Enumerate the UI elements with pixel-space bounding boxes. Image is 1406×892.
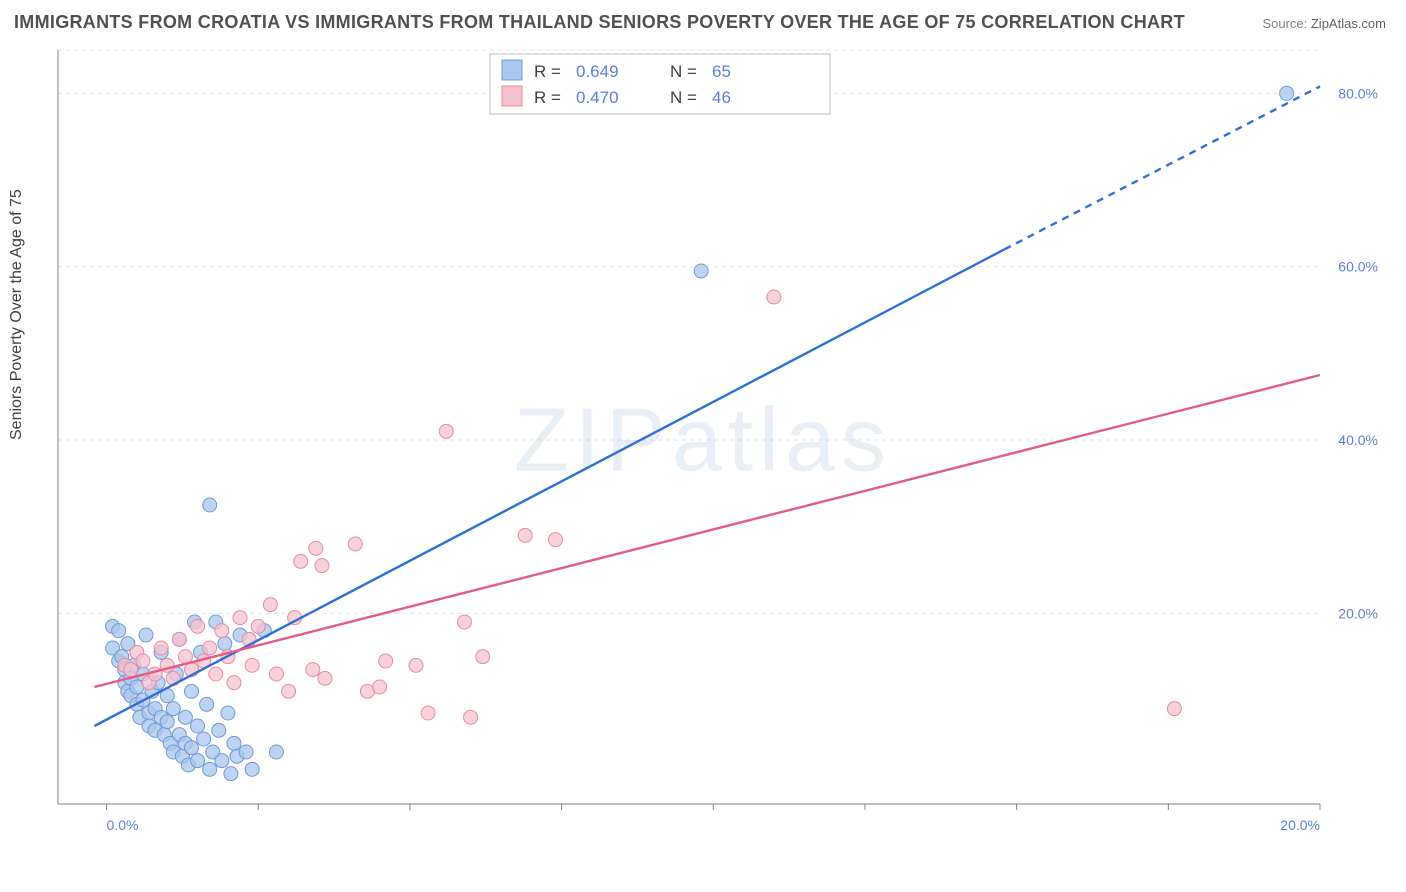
point-thailand — [191, 619, 205, 633]
y-axis-label: Seniors Poverty Over the Age of 75 — [8, 189, 26, 440]
stats-r-label: R = — [534, 62, 561, 81]
source-label: Source: — [1262, 16, 1310, 31]
point-croatia — [203, 498, 217, 512]
point-croatia — [166, 702, 180, 716]
point-croatia — [212, 723, 226, 737]
point-croatia — [224, 767, 238, 781]
point-thailand — [215, 624, 229, 638]
point-thailand — [348, 537, 362, 551]
point-thailand — [233, 611, 247, 625]
stats-r-value: 0.470 — [576, 88, 619, 107]
point-thailand — [373, 680, 387, 694]
point-thailand — [306, 663, 320, 677]
point-croatia — [218, 637, 232, 651]
point-croatia — [178, 710, 192, 724]
y-tick-label: 40.0% — [1338, 432, 1378, 448]
regression-croatia — [94, 249, 1004, 726]
point-thailand — [439, 424, 453, 438]
point-croatia — [1280, 86, 1294, 100]
point-croatia — [184, 741, 198, 755]
legend-swatch-croatia — [502, 60, 522, 80]
stats-n-label: N = — [670, 88, 697, 107]
point-thailand — [269, 667, 283, 681]
point-thailand — [124, 663, 138, 677]
regression-croatia-ext — [1005, 86, 1321, 249]
x-tick-label: 0.0% — [107, 817, 139, 833]
point-croatia — [203, 762, 217, 776]
point-croatia — [694, 264, 708, 278]
point-croatia — [197, 732, 211, 746]
point-croatia — [221, 706, 235, 720]
point-croatia — [191, 719, 205, 733]
point-thailand — [172, 632, 186, 646]
stats-r-label: R = — [534, 88, 561, 107]
y-tick-label: 80.0% — [1338, 85, 1378, 101]
source-name: ZipAtlas.com — [1311, 16, 1386, 31]
point-croatia — [184, 684, 198, 698]
point-thailand — [209, 667, 223, 681]
stats-n-value: 65 — [712, 62, 731, 81]
point-thailand — [315, 559, 329, 573]
point-thailand — [476, 650, 490, 664]
point-croatia — [215, 754, 229, 768]
y-tick-label: 20.0% — [1338, 605, 1378, 621]
point-thailand — [282, 684, 296, 698]
point-thailand — [263, 598, 277, 612]
point-thailand — [227, 676, 241, 690]
point-thailand — [767, 290, 781, 304]
point-croatia — [245, 762, 259, 776]
y-tick-label: 60.0% — [1338, 259, 1378, 275]
stats-r-value: 0.649 — [576, 62, 619, 81]
point-croatia — [112, 624, 126, 638]
point-croatia — [239, 745, 253, 759]
point-thailand — [549, 533, 563, 547]
regression-thailand — [94, 375, 1320, 687]
point-thailand — [318, 671, 332, 685]
point-thailand — [203, 641, 217, 655]
point-thailand — [136, 654, 150, 668]
point-thailand — [309, 541, 323, 555]
point-croatia — [227, 736, 241, 750]
chart-title: IMMIGRANTS FROM CROATIA VS IMMIGRANTS FR… — [14, 12, 1185, 33]
point-thailand — [379, 654, 393, 668]
stats-legend: R = 0.649 N = 65 R = 0.470 N = 46 — [490, 54, 830, 114]
point-thailand — [251, 619, 265, 633]
point-thailand — [245, 658, 259, 672]
point-thailand — [294, 554, 308, 568]
point-thailand — [458, 615, 472, 629]
point-thailand — [518, 528, 532, 542]
point-thailand — [421, 706, 435, 720]
point-thailand — [154, 641, 168, 655]
stats-n-label: N = — [670, 62, 697, 81]
point-croatia — [269, 745, 283, 759]
legend-swatch-thailand — [502, 86, 522, 106]
point-thailand — [464, 710, 478, 724]
x-tick-label: 20.0% — [1280, 817, 1320, 833]
source-attribution: Source: ZipAtlas.com — [1262, 16, 1386, 31]
scatter-plot: 0.0% 20.0% 20.0% 40.0% 60.0% 80.0% R = 0.649 N =… — [50, 44, 1390, 844]
point-croatia — [139, 628, 153, 642]
point-thailand — [409, 658, 423, 672]
stats-n-value: 46 — [712, 88, 731, 107]
point-croatia — [191, 754, 205, 768]
point-thailand — [1167, 702, 1181, 716]
point-croatia — [200, 697, 214, 711]
point-croatia — [160, 715, 174, 729]
